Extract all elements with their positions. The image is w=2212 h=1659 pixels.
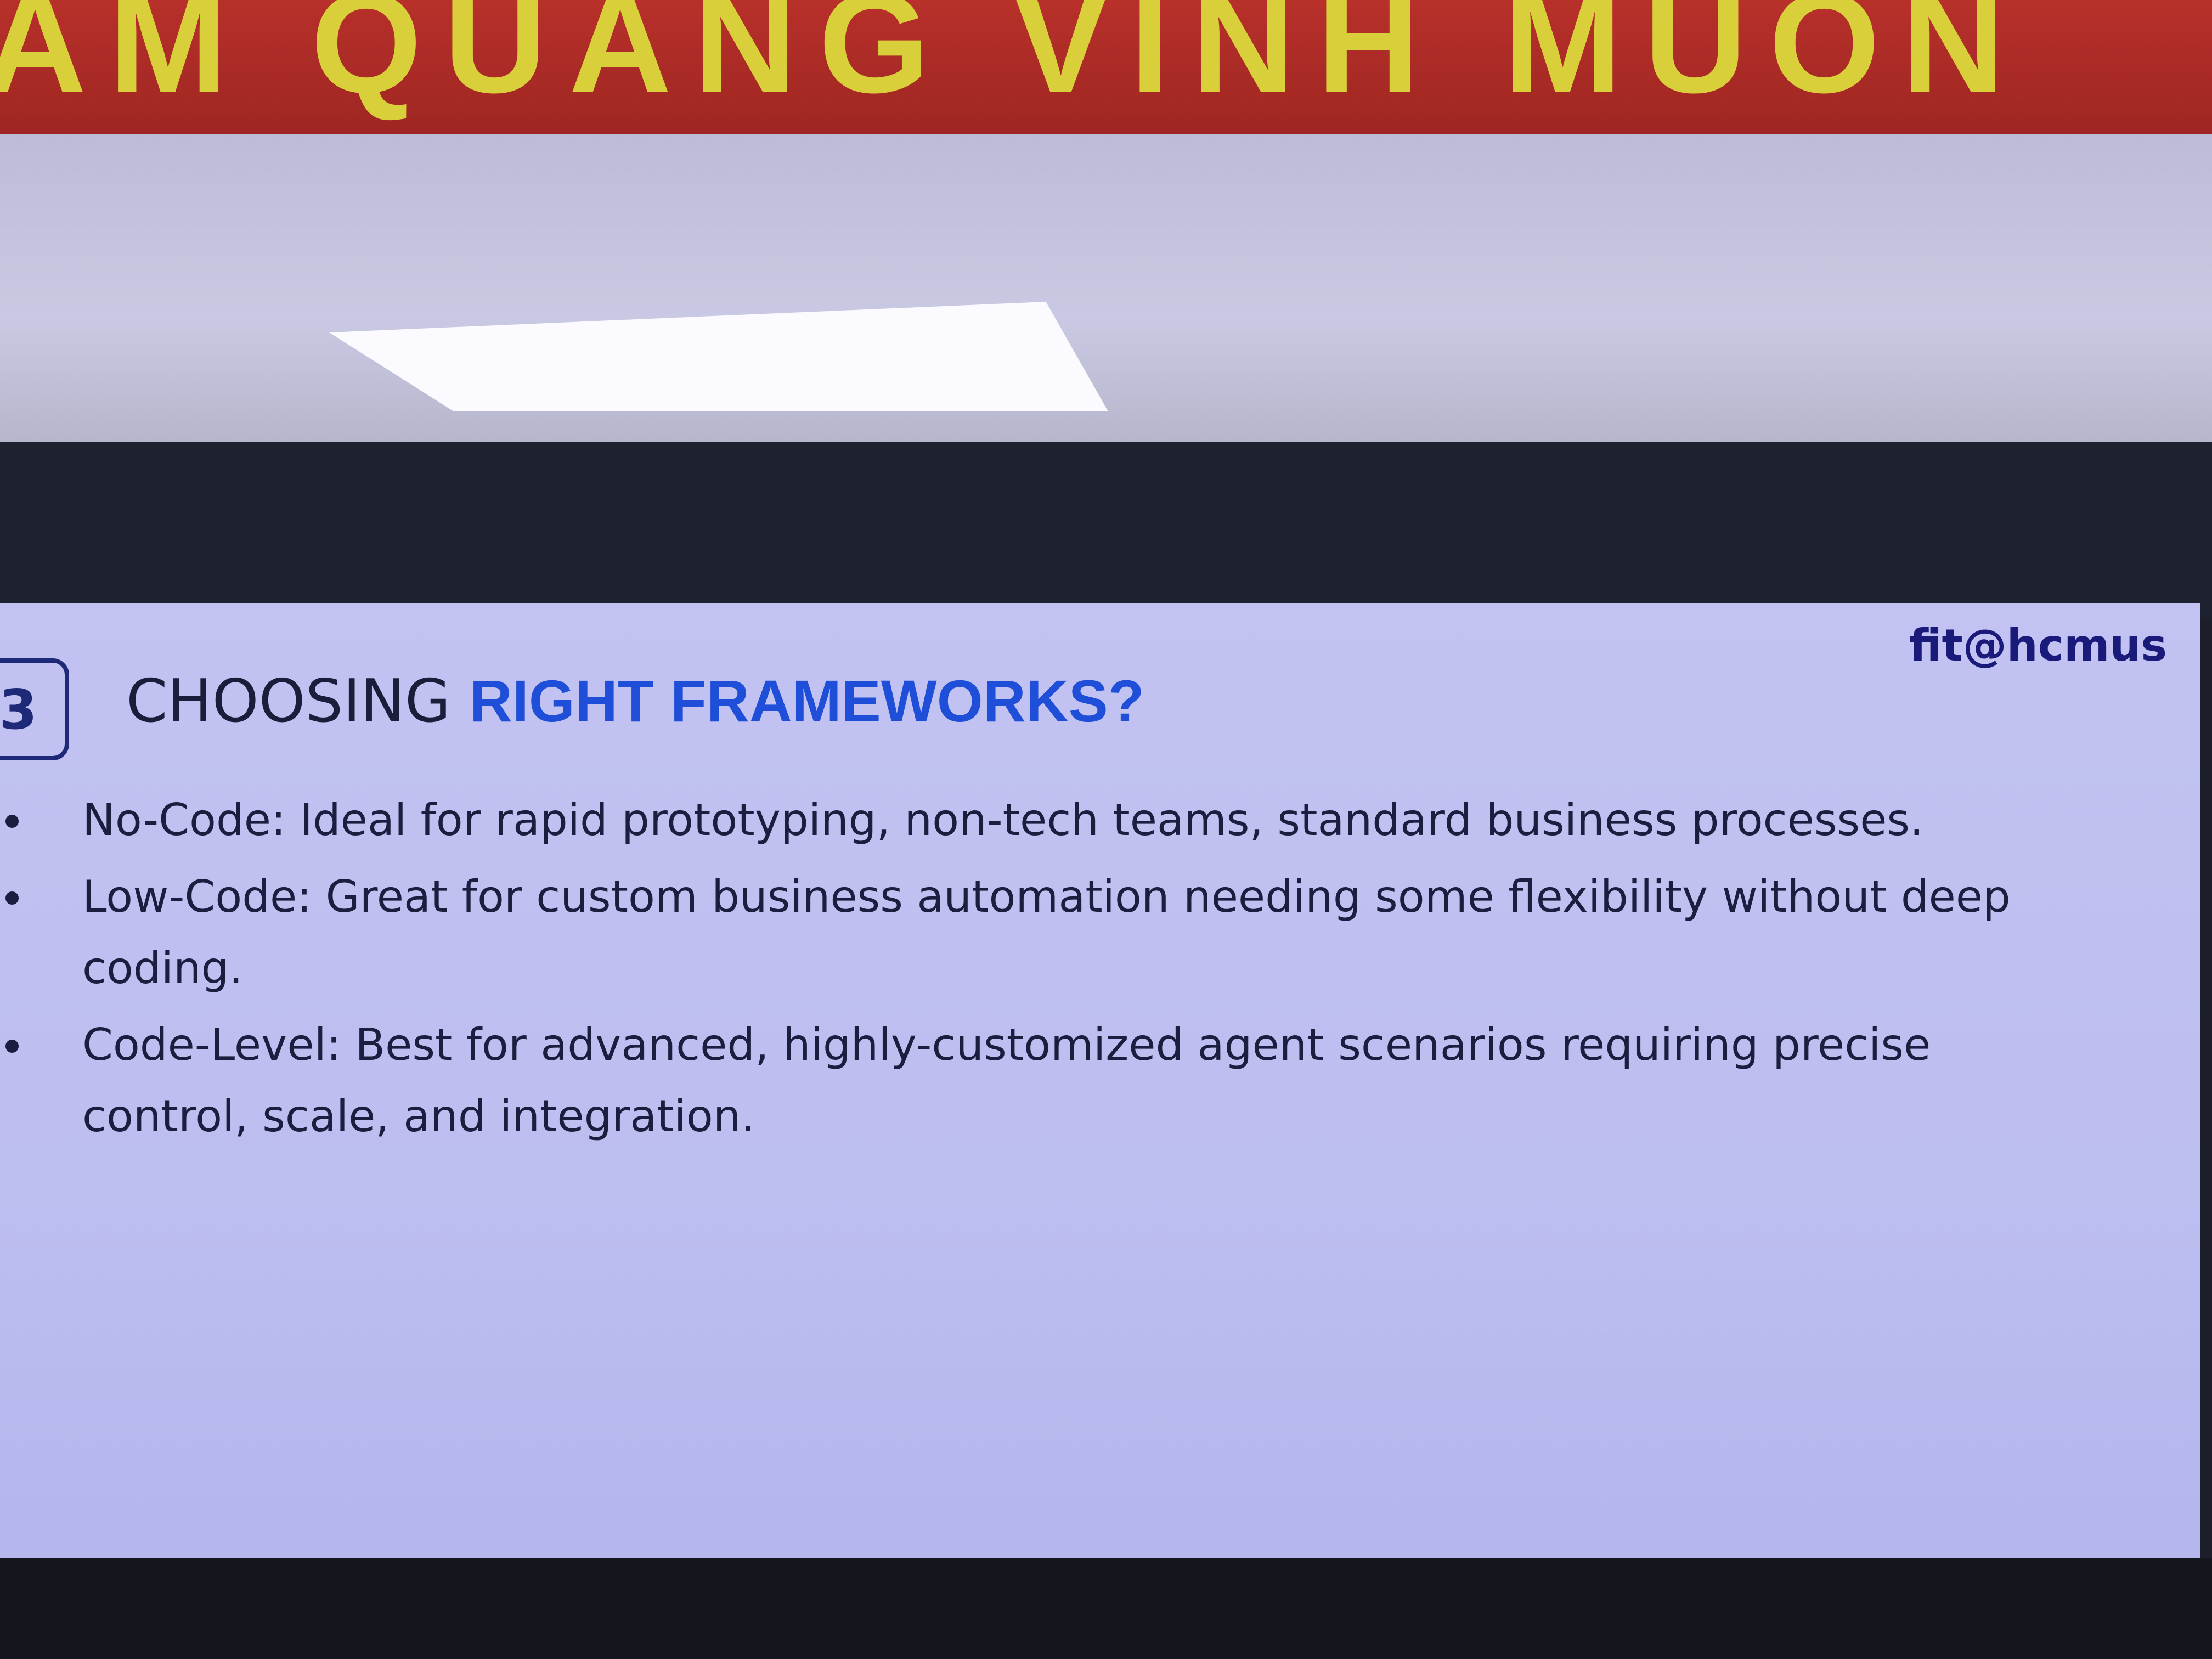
bullet-item: Low-Code: Great for custom business auto… (5, 861, 2013, 1004)
section-badge: 3 (0, 658, 69, 760)
bullet-text: Best for advanced, highly-customized age… (82, 1019, 1931, 1142)
screen-border (0, 1558, 2212, 1659)
bullet-list: No-Code: Ideal for rapid prototyping, no… (5, 785, 2013, 1158)
bullet-item: Code-Level: Best for advanced, highly-cu… (5, 1009, 2013, 1152)
brand: fit@hcmus (1909, 620, 2167, 671)
bullet-item: No-Code: Ideal for rapid prototyping, no… (5, 785, 2013, 856)
bullet-term: No-Code: (82, 794, 286, 845)
bullet-text: Ideal for rapid prototyping, non-tech te… (300, 794, 1924, 845)
bullet-term: Low-Code: (82, 871, 312, 922)
title-lead: CHOOSING (126, 667, 451, 736)
banner-text: AM QUANG VINH MUON (0, 0, 2027, 123)
slide: 3 CHOOSING RIGHT FRAMEWORKS? fit@hcmus N… (0, 603, 2200, 1558)
title-highlight: RIGHT FRAMEWORKS? (469, 668, 1144, 734)
slide-title: CHOOSING RIGHT FRAMEWORKS? (126, 667, 1144, 736)
ceiling-light (329, 302, 1108, 411)
screen-border (0, 442, 2212, 617)
bullet-text: Great for custom business automation nee… (82, 871, 2011, 994)
bullet-term: Code-Level: (82, 1019, 341, 1070)
banner: AM QUANG VINH MUON (0, 0, 2212, 134)
ceiling (0, 134, 2212, 442)
